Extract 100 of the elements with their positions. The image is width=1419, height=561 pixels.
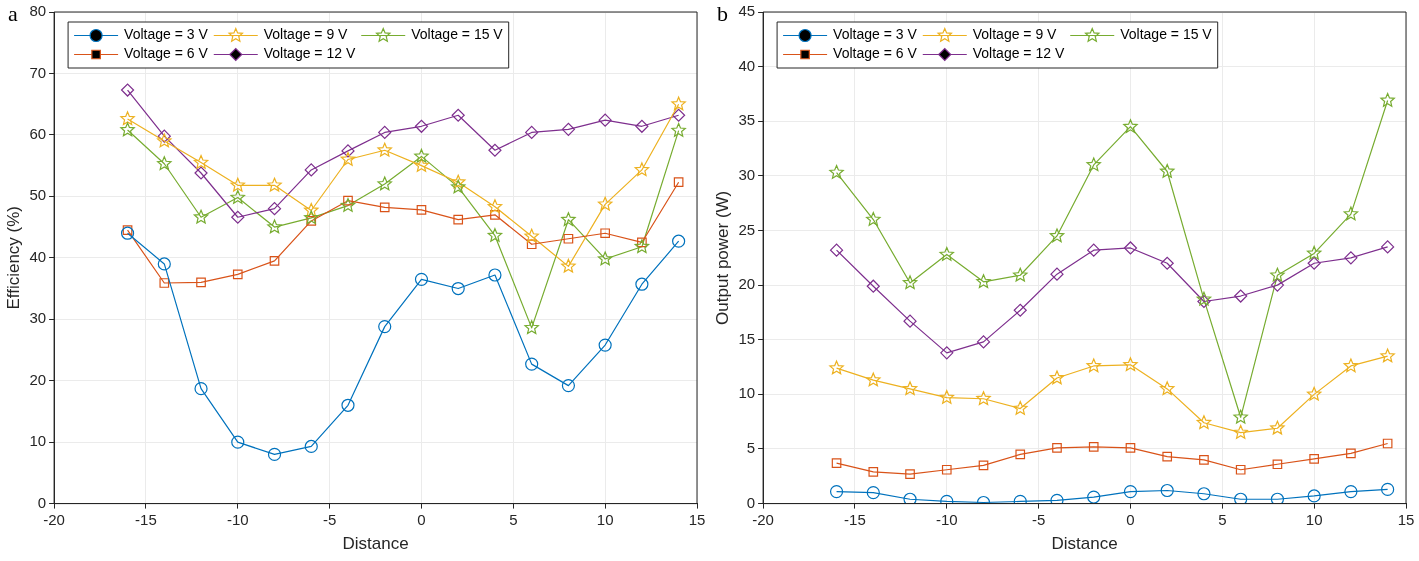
x-tick-label: 10 (596, 510, 614, 528)
point (232, 269, 243, 280)
point (120, 122, 135, 137)
legend-label: Voltage = 12 V (972, 45, 1065, 62)
point (1234, 492, 1248, 504)
point (451, 281, 465, 296)
point (561, 122, 576, 136)
point (230, 177, 246, 192)
x-tick-label: 5 (1218, 510, 1227, 528)
y-tick-label: 20 (29, 370, 47, 388)
point (414, 119, 429, 133)
y-tick-label: 40 (738, 56, 756, 74)
point (866, 211, 881, 226)
point (1049, 228, 1065, 243)
point (341, 144, 355, 158)
point (120, 226, 135, 240)
point (903, 492, 917, 504)
x-tick-label: -5 (322, 510, 337, 528)
point (561, 212, 576, 226)
point (1087, 243, 1101, 257)
point (597, 251, 613, 266)
point (1160, 256, 1174, 270)
x-tick-label: 5 (509, 510, 518, 528)
point (866, 372, 881, 387)
point (194, 166, 208, 180)
legend-label: Voltage = 6 V (124, 45, 209, 62)
point (868, 467, 879, 477)
point (561, 379, 576, 393)
point (157, 133, 172, 148)
point (378, 320, 392, 334)
point (1343, 358, 1359, 373)
point (829, 484, 844, 499)
y-tick-label: 30 (29, 309, 47, 327)
point (120, 83, 135, 97)
x-tick-label: -20 (752, 510, 774, 528)
y-tick-label: 20 (738, 275, 756, 293)
point (1199, 455, 1209, 465)
point (1382, 438, 1393, 449)
x-tick-label: 15 (1397, 510, 1415, 528)
y-axis-title: Efficiency (%) (3, 206, 23, 310)
point (939, 246, 955, 261)
y-tick-label: 15 (738, 329, 756, 347)
point (525, 125, 539, 140)
point (1233, 424, 1248, 439)
point (1013, 303, 1027, 317)
point (1123, 484, 1138, 499)
point (829, 243, 844, 257)
point (193, 209, 209, 224)
point (976, 391, 991, 405)
x-tick-label: -15 (844, 510, 866, 528)
point (157, 156, 172, 171)
point (1197, 487, 1211, 501)
y-tick-label: 70 (29, 63, 47, 81)
point (414, 272, 429, 286)
point (303, 202, 319, 217)
y-axis-title: Output power (W) (712, 190, 732, 325)
point (903, 314, 917, 328)
point (120, 111, 135, 126)
y-tick-label: 10 (29, 432, 47, 450)
point (1235, 464, 1246, 475)
point (487, 199, 503, 214)
x-tick-label: -15 (135, 510, 157, 528)
point (267, 219, 282, 234)
point (341, 398, 355, 412)
point (1123, 357, 1138, 372)
point (1380, 348, 1395, 363)
point (379, 202, 390, 213)
point (304, 439, 318, 454)
point (416, 205, 427, 215)
point (453, 214, 464, 225)
point (1012, 400, 1028, 415)
point (1125, 443, 1136, 453)
y-tick-label: 80 (29, 2, 47, 20)
point (1088, 441, 1099, 452)
point (1015, 449, 1026, 460)
legend-label: Voltage = 9 V (263, 26, 349, 43)
point (524, 228, 539, 243)
point (600, 228, 610, 239)
point (1087, 490, 1101, 504)
y-tick-label: 0 (746, 493, 756, 511)
point (269, 256, 280, 266)
x-tick-label: -10 (226, 510, 249, 528)
point (1381, 240, 1395, 254)
point (1052, 443, 1062, 453)
point (866, 279, 880, 293)
point (1307, 489, 1321, 503)
y-tick-label: 35 (738, 111, 756, 129)
point (1123, 119, 1138, 133)
point (635, 277, 649, 291)
point (1306, 245, 1322, 260)
point (1344, 484, 1358, 499)
point (563, 233, 574, 244)
point (414, 148, 429, 163)
x-tick-label: 0 (1126, 510, 1135, 528)
point (1272, 459, 1283, 470)
point (488, 143, 502, 157)
point (450, 179, 466, 194)
point (1381, 482, 1395, 496)
y-tick-label: 25 (738, 220, 756, 238)
point (829, 360, 844, 375)
